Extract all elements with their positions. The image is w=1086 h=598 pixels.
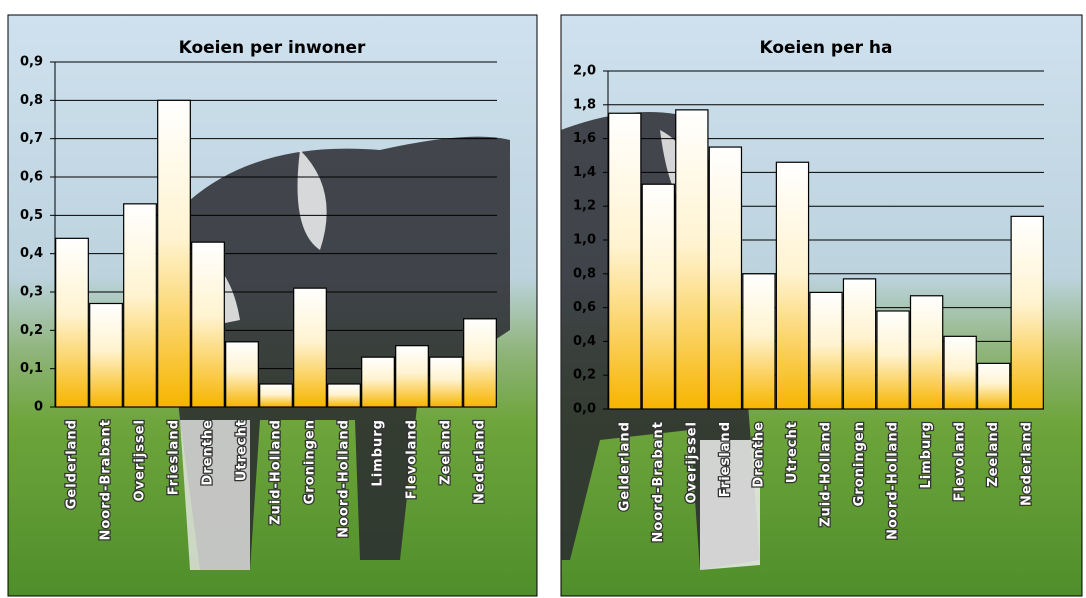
bar xyxy=(876,310,910,410)
bar xyxy=(327,383,361,408)
y-tick-label: 1,0 xyxy=(573,233,596,248)
x-tick-label: Groningen xyxy=(303,419,318,504)
bar xyxy=(123,203,157,408)
bar xyxy=(55,237,89,408)
x-tick-label: Overijssel xyxy=(684,421,699,503)
y-tick-label: 0,2 xyxy=(20,323,43,338)
bar xyxy=(361,356,395,408)
y-tick-label: 0,0 xyxy=(573,402,596,417)
y-tick-label: 0,8 xyxy=(573,266,596,281)
y-tick-label: 0,3 xyxy=(20,285,43,300)
bar xyxy=(842,278,877,410)
chart-title: Koeien per ha xyxy=(759,38,892,58)
x-tick-label: Overijssel xyxy=(133,419,148,501)
y-tick-label: 0,6 xyxy=(573,300,596,315)
bar xyxy=(225,341,259,408)
bar xyxy=(809,291,843,410)
x-tick-label: Noord-Brabant xyxy=(99,419,114,541)
bar xyxy=(641,183,676,410)
x-tick-label: Limburg xyxy=(371,419,386,487)
bar xyxy=(429,356,463,408)
y-tick-label: 0,4 xyxy=(573,334,596,349)
bar xyxy=(463,318,497,408)
bar xyxy=(675,109,709,410)
bar xyxy=(909,295,944,410)
bar xyxy=(708,146,743,410)
x-tick-label: Zeeland xyxy=(986,421,1001,487)
x-tick-label: Noord-Brabant xyxy=(651,421,666,543)
bar xyxy=(775,161,810,410)
x-tick-label: Utrecht xyxy=(235,419,250,481)
x-tick-label: Friesland xyxy=(167,419,182,495)
x-tick-label: Zeeland xyxy=(439,419,454,485)
y-tick-label: 0,7 xyxy=(20,131,43,146)
bar xyxy=(157,99,191,408)
x-tick-label: Drenthe xyxy=(751,421,766,488)
x-tick-label: Zuid-Holland xyxy=(269,419,284,525)
y-tick-label: 0,8 xyxy=(20,93,43,108)
bar xyxy=(608,112,642,410)
y-tick-label: 0 xyxy=(34,400,43,415)
x-tick-label: Limburg xyxy=(919,421,934,489)
bar xyxy=(976,362,1011,410)
bar xyxy=(191,241,225,408)
x-tick-label: Nederland xyxy=(473,419,488,504)
y-tick-label: 0,2 xyxy=(573,368,596,383)
y-tick-label: 1,2 xyxy=(573,199,596,214)
x-tick-label: Utrecht xyxy=(785,421,800,483)
x-tick-label: Zuid-Holland xyxy=(819,421,834,527)
bar xyxy=(395,345,429,408)
y-tick-label: 1,8 xyxy=(573,97,596,112)
y-tick-label: 0,9 xyxy=(20,55,43,70)
bar xyxy=(742,273,776,410)
x-tick-label: Gelderland xyxy=(65,419,80,509)
chart-title: Koeien per inwoner xyxy=(179,38,366,58)
x-tick-label: Flevoland xyxy=(405,419,420,499)
y-tick-label: 0,6 xyxy=(20,170,43,185)
bar xyxy=(1010,215,1044,410)
x-tick-label: Noord-Holland xyxy=(886,421,901,540)
bar xyxy=(259,383,293,408)
bar xyxy=(943,335,977,410)
y-tick-label: 1,4 xyxy=(573,165,596,180)
x-tick-label: Nederland xyxy=(1020,421,1035,506)
x-tick-label: Noord-Holland xyxy=(337,419,352,538)
y-tick-label: 1,6 xyxy=(573,131,596,146)
bar xyxy=(293,287,327,408)
y-tick-label: 0,5 xyxy=(20,208,43,223)
y-tick-label: 0,4 xyxy=(20,246,43,261)
x-tick-label: Groningen xyxy=(852,421,867,506)
x-tick-label: Friesland xyxy=(718,421,733,497)
x-tick-label: Gelderland xyxy=(617,421,632,511)
x-tick-label: Flevoland xyxy=(953,421,968,501)
y-tick-label: 0,1 xyxy=(20,361,43,376)
x-tick-label: Drenthe xyxy=(201,419,216,486)
bar xyxy=(89,302,123,408)
y-tick-label: 2,0 xyxy=(573,64,596,79)
